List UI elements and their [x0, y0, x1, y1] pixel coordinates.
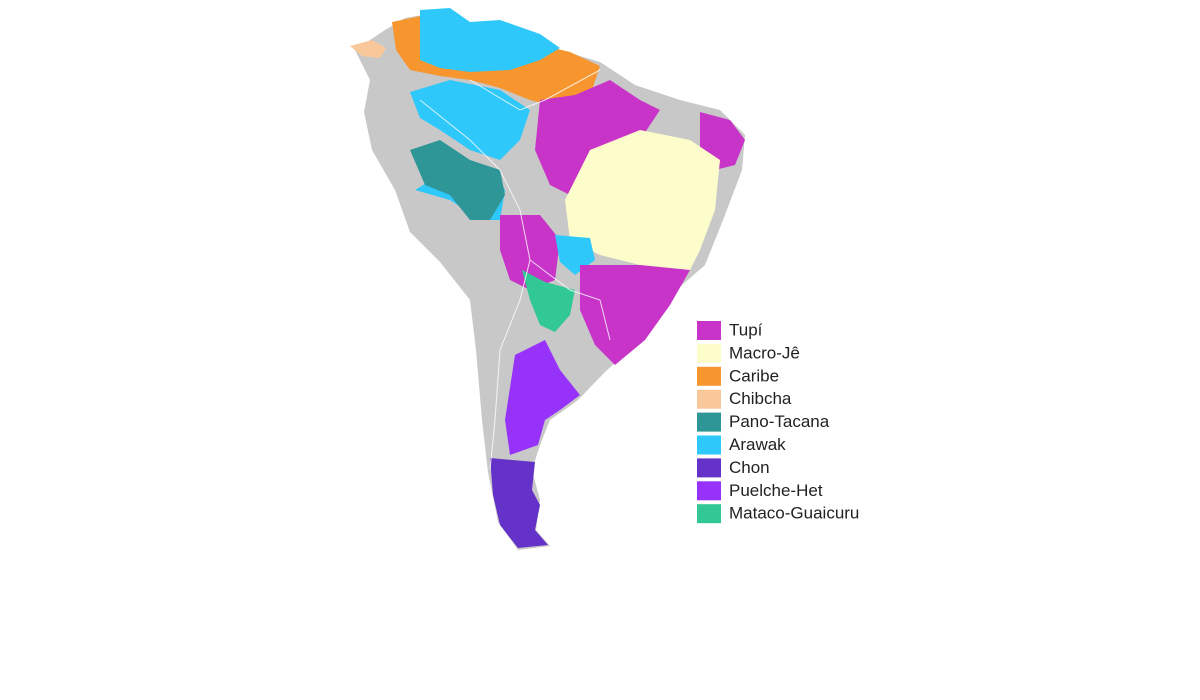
legend-swatch [697, 481, 721, 501]
region [535, 80, 660, 195]
legend-swatch [697, 389, 721, 409]
legend-swatch [697, 366, 721, 386]
legend-label: Puelche-Het [729, 481, 823, 500]
border [469, 69, 601, 111]
legend-label: Chon [729, 458, 770, 477]
region [580, 265, 690, 365]
legend: Tupí Macro-Jê Caribe Chibcha Pano-Tacana Araw… [697, 320, 859, 524]
region [490, 458, 548, 548]
legend-swatch [697, 343, 721, 363]
legend-label: Arawak [729, 435, 786, 454]
region [522, 270, 575, 332]
region [410, 80, 530, 160]
legend-swatch [697, 458, 721, 478]
legend-swatch [697, 412, 721, 432]
legend-label: Mataco-Guaicuru [729, 504, 859, 523]
region [410, 140, 505, 220]
region [565, 130, 720, 270]
legend-swatch [697, 321, 721, 340]
legend-swatch [697, 435, 721, 455]
border [529, 259, 611, 341]
language-regions [350, 8, 745, 548]
region [505, 340, 580, 455]
legend-label: Caribe [729, 366, 779, 385]
legend-label: Macro-Jê [729, 343, 800, 362]
legend-label: Pano-Tacana [729, 412, 830, 431]
region [420, 8, 560, 72]
legend-swatch [697, 504, 721, 524]
borders [419, 69, 611, 471]
legend-label: Tupí [729, 320, 763, 339]
region [350, 40, 386, 58]
legend-label: Chibcha [729, 389, 792, 408]
